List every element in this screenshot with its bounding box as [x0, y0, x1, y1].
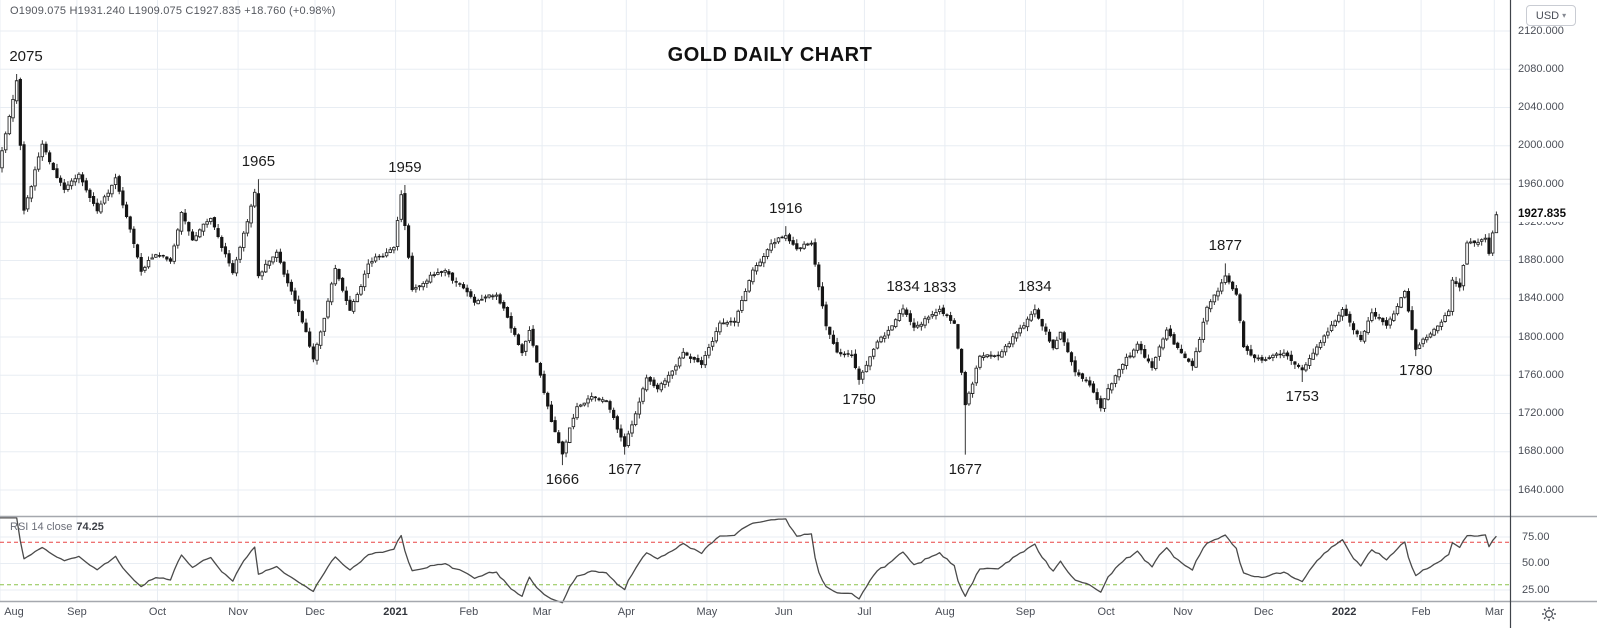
price-axis-tick: 2080.000 [1518, 62, 1564, 75]
last-price-label: 1927.835 [1513, 207, 1588, 223]
rsi-axis-tick: 50.00 [1522, 557, 1550, 569]
time-axis-label: Mar [532, 606, 552, 618]
price-axis-tick: 2000.000 [1518, 139, 1564, 152]
time-axis-label: 2022 [1331, 606, 1357, 618]
price-annotation: 1834 [1018, 278, 1052, 296]
price-axis-tick: 2040.000 [1518, 101, 1564, 113]
time-axis-label: Nov [1173, 606, 1193, 618]
time-axis-label: May [696, 606, 718, 618]
price-axis-tick: 1960.000 [1518, 177, 1564, 190]
rsi-title: RSI 14 close [10, 521, 73, 533]
time-axis-label: Jul [857, 606, 872, 618]
time-axis-label: Sep [1015, 606, 1036, 618]
time-axis-label: Aug [4, 606, 24, 618]
gear-icon[interactable] [1540, 605, 1558, 623]
price-annotation: 1753 [1285, 387, 1319, 405]
time-axis-label: Feb [459, 606, 479, 618]
price-annotation: 1780 [1399, 362, 1433, 380]
time-axis-label: Oct [1097, 606, 1115, 618]
price-axis-tick: 2120.000 [1518, 24, 1564, 37]
time-axis-label: Jun [774, 606, 793, 618]
rsi-axis-tick: 75.00 [1522, 530, 1550, 543]
price-annotation: 1877 [1208, 237, 1242, 255]
time-axis-label: Apr [617, 606, 635, 618]
price-axis-tick: 1760.000 [1518, 368, 1564, 381]
time-axis-label: Dec [305, 606, 325, 618]
rsi-axis-tick: 25.00 [1522, 583, 1550, 596]
time-axis-label: Sep [67, 606, 87, 618]
time-axis-label: Dec [1253, 606, 1274, 618]
time-axis[interactable] [0, 602, 1510, 628]
time-axis-label: Nov [228, 606, 248, 618]
price-annotation: 1834 [886, 278, 920, 296]
currency-label: USD [1535, 9, 1560, 22]
rsi-indicator-label[interactable]: RSI 14 close 74.25 [10, 521, 104, 533]
price-axis-tick: 1800.000 [1518, 330, 1564, 343]
price-axis-tick: 1640.000 [1518, 483, 1564, 496]
price-annotation: 1833 [922, 279, 957, 297]
currency-dropdown[interactable]: USD ▾ [1526, 5, 1576, 26]
price-axis-tick: 1720.000 [1518, 407, 1564, 419]
chart-title: GOLD DAILY CHART [667, 44, 873, 66]
price-annotation: 1677 [948, 460, 982, 478]
price-axis-tick: 1680.000 [1518, 445, 1564, 458]
time-axis-label: Oct [148, 606, 167, 618]
time-axis-label: Aug [935, 606, 955, 618]
price-annotation: 1959 [388, 158, 422, 176]
time-axis-label: Feb [1411, 606, 1431, 618]
price-axis-tick: 1880.000 [1518, 254, 1564, 266]
time-axis-label: 2021 [383, 606, 408, 618]
rsi-value: 74.25 [76, 521, 104, 533]
price-annotation: 1916 [769, 200, 803, 218]
price-annotation: 2075 [9, 48, 43, 66]
time-axis-label: Mar [1484, 606, 1504, 618]
price-annotation: 1666 [545, 471, 580, 489]
price-annotation: 1965 [241, 153, 276, 171]
price-annotation: 1750 [842, 390, 876, 408]
price-annotation: 1677 [607, 460, 642, 478]
ohlc-legend: O1909.075 H1931.240 L1909.075 C1927.835 … [10, 5, 336, 17]
chevron-down-icon: ▾ [1562, 11, 1567, 20]
price-axis-tick: 1840.000 [1518, 292, 1564, 305]
